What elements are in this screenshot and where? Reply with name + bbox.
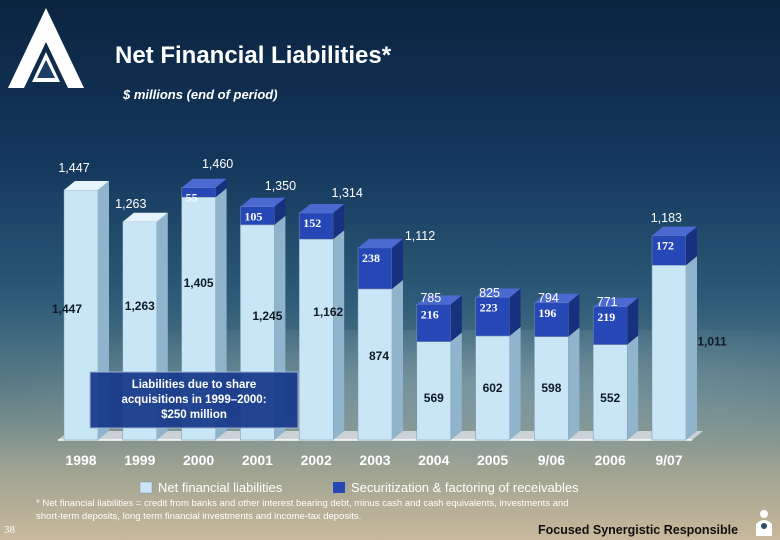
bar-sec-10-side <box>686 226 697 266</box>
bar-sec-6-top <box>416 295 462 305</box>
x-tick-label-6: 2004 <box>418 452 449 468</box>
net-value-label-4: 1,162 <box>313 305 343 319</box>
x-tick-label-1: 1999 <box>124 452 155 468</box>
sec-value-label-2: 55 <box>186 191 198 205</box>
bar-sec-2-side <box>215 178 227 198</box>
bar-sec-8-side <box>568 293 580 337</box>
bar-net-6-side <box>450 332 462 440</box>
bar-net-9 <box>592 344 628 441</box>
total-label-2: 1,460 <box>202 157 233 171</box>
sec-value-label-6: 216 <box>421 307 439 321</box>
bar-net-8 <box>534 336 569 441</box>
bar-sec-5-top <box>358 238 403 248</box>
sec-value-label-4: 152 <box>303 216 321 230</box>
total-label-0: 1,447 <box>58 161 89 175</box>
total-label-6: 785 <box>420 291 441 305</box>
footnote: * Net financial liabilities = credit fro… <box>36 498 569 522</box>
bar-net-5 <box>357 288 393 441</box>
sec-value-label-9: 219 <box>597 310 615 324</box>
bar-sec-3-top <box>240 197 286 207</box>
x-tick-label-8: 9/06 <box>538 452 565 468</box>
bar-net-5-side <box>392 279 403 440</box>
bar-net-7-side <box>509 326 521 440</box>
bar-sec-10-top <box>652 226 697 236</box>
sec-value-label-8: 196 <box>538 306 556 320</box>
total-label-10: 1,183 <box>651 211 682 225</box>
net-value-label-0: 1,447 <box>52 302 82 316</box>
legend-swatch-net <box>139 481 153 494</box>
net-value-label-7: 602 <box>483 381 503 395</box>
total-label-8: 794 <box>538 291 559 305</box>
net-value-label-2: 1,405 <box>184 276 214 290</box>
annotation-line-1: acquisitions in 1999–2000: <box>121 394 266 406</box>
annotation-line-0: Liabilities due to share <box>132 379 257 391</box>
annotation-box <box>89 371 299 429</box>
bar-sec-7-top <box>475 288 521 298</box>
bar-sec-7 <box>475 297 510 337</box>
total-label-5: 1,112 <box>405 229 435 243</box>
sec-value-label-3: 105 <box>244 210 262 224</box>
legend-label-sec: Securitization & factoring of receivable… <box>351 480 579 495</box>
people-icon <box>756 510 772 536</box>
total-label-3: 1,350 <box>265 179 296 193</box>
bar-sec-4-top <box>299 203 345 213</box>
bar-net-8-side <box>568 327 580 440</box>
bar-sec-10 <box>651 235 687 266</box>
sec-value-label-5: 238 <box>362 251 380 265</box>
stacked-bar-chart: 1,447 1,447 1998 1,263 1,263 1999 55 1,405 1,460… <box>51 157 728 495</box>
bar-sec-4 <box>298 212 334 240</box>
annotation-line-2: $250 million <box>161 409 227 421</box>
net-value-label-5: 874 <box>369 349 389 363</box>
total-label-4: 1,314 <box>332 186 363 200</box>
bar-net-10-side <box>686 256 697 440</box>
bar-net-9-side <box>627 335 639 440</box>
total-label-9: 771 <box>597 295 618 309</box>
bar-sec-6 <box>416 304 452 342</box>
x-tick-label-7: 2005 <box>477 452 508 468</box>
bar-net-10 <box>651 265 687 441</box>
sec-value-label-7: 223 <box>480 300 498 314</box>
bar-sec-5-side <box>392 238 403 289</box>
bar-net-4 <box>298 238 334 441</box>
company-logo-icon <box>8 8 84 88</box>
net-value-label-8: 598 <box>541 381 561 395</box>
net-value-label-6: 569 <box>424 391 444 405</box>
x-tick-label-3: 2001 <box>242 452 273 468</box>
x-tick-label-5: 2003 <box>359 452 390 468</box>
total-label-7: 825 <box>479 286 500 300</box>
x-tick-label-0: 1998 <box>65 452 96 468</box>
page-subtitle: $ millions (end of period) <box>123 87 278 102</box>
x-tick-label-10: 9/07 <box>655 452 682 468</box>
bar-sec-8-top <box>534 293 580 303</box>
total-label-1: 1,263 <box>115 197 146 211</box>
bar-net-0-top <box>64 180 109 190</box>
sec-value-label-10: 172 <box>656 239 674 253</box>
bar-net-4-side <box>333 230 345 440</box>
bar-net-7 <box>475 335 510 441</box>
bar-sec-2-top <box>181 178 227 188</box>
bar-sec-9-side <box>627 297 639 345</box>
bar-net-1-top <box>122 212 168 222</box>
bar-sec-5 <box>357 247 393 290</box>
bar-sec-6-side <box>450 295 462 342</box>
net-value-label-1: 1,263 <box>125 299 155 313</box>
x-tick-label-2: 2000 <box>183 452 214 468</box>
bar-sec-8 <box>534 302 569 337</box>
page-title: Net Financial Liabilities* <box>115 42 392 69</box>
x-tick-label-9: 2006 <box>595 452 626 468</box>
tagline: Focused Synergistic Responsible <box>538 523 739 537</box>
net-value-label-3: 1,245 <box>252 309 282 323</box>
page-number: 38 <box>4 524 15 536</box>
bar-sec-4-side <box>333 203 345 240</box>
bar-sec-3-side <box>274 197 286 225</box>
bar-sec-9-top <box>593 297 639 307</box>
net-value-label-9: 552 <box>600 391 620 405</box>
bar-sec-7-side <box>509 288 521 336</box>
legend-label-net: Net financial liabilities <box>158 480 283 495</box>
x-tick-label-4: 2002 <box>301 452 332 468</box>
legend-swatch-sec <box>333 482 345 493</box>
net-value-label-10: 1,011 <box>697 334 727 348</box>
